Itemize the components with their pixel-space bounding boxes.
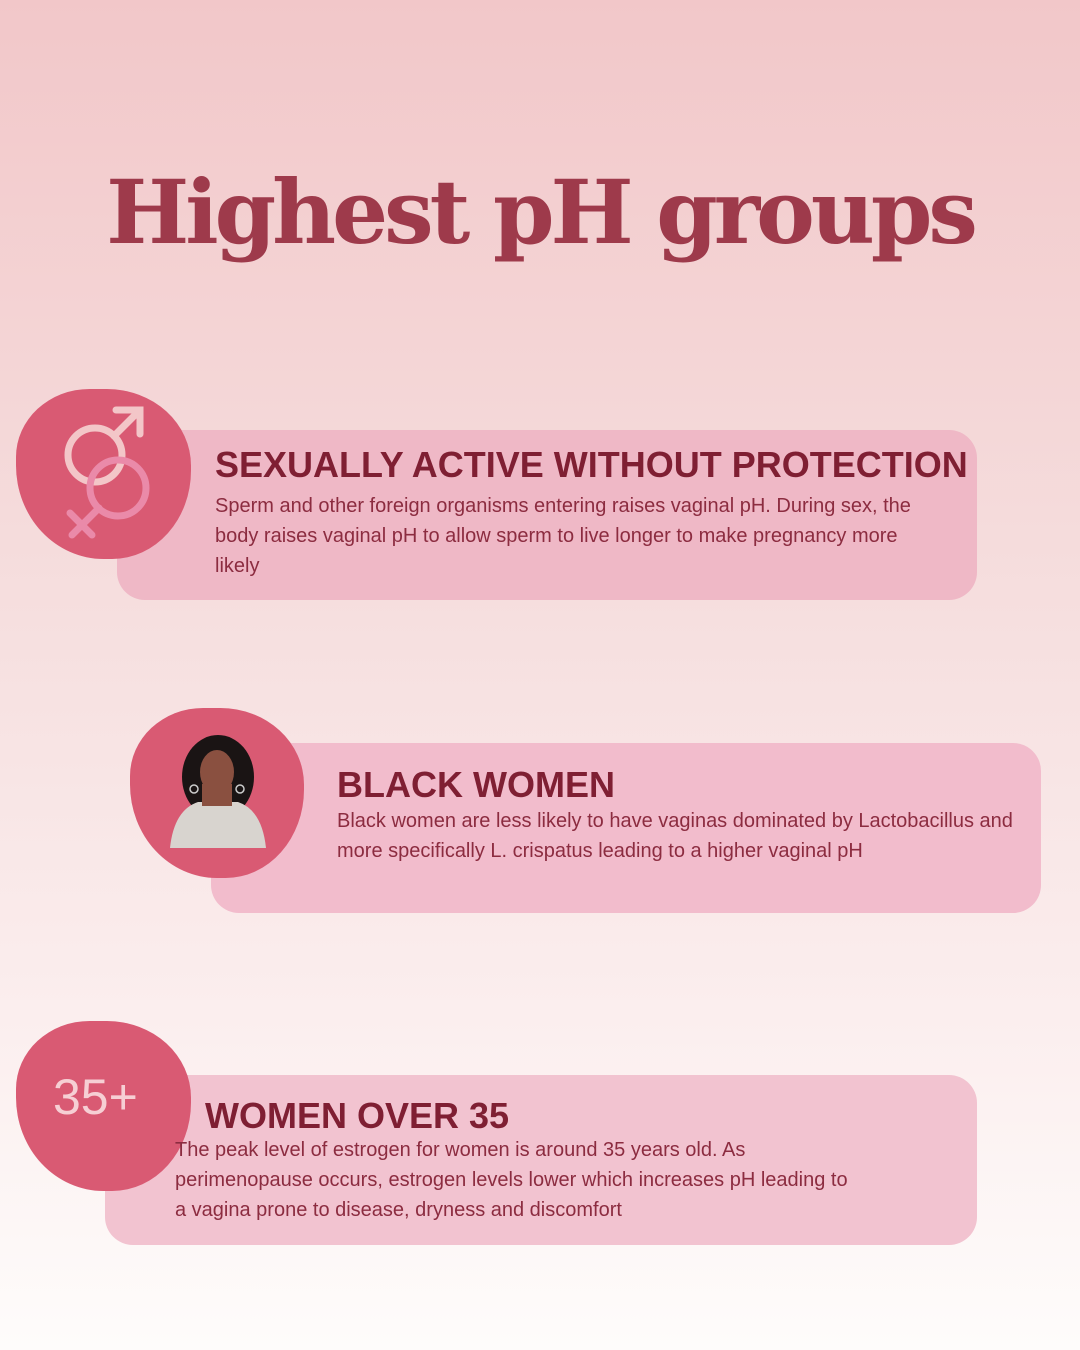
card-sexually-active	[117, 430, 977, 600]
item-body: Sperm and other foreign organisms enteri…	[215, 495, 911, 577]
icon-blob	[16, 389, 191, 559]
item-body: The peak level of estrogen for women is …	[175, 1139, 848, 1221]
card-women-over-35	[105, 1075, 977, 1245]
item-body: Black women are less likely to have vagi…	[337, 810, 1013, 862]
icon-blob	[16, 1021, 191, 1191]
card-black-women	[211, 743, 1041, 913]
age-badge: 35+	[53, 1069, 138, 1125]
item-heading: WOMEN OVER 35	[205, 1095, 510, 1136]
black-woman-illustration-icon	[170, 735, 266, 848]
item-heading: BLACK WOMEN	[337, 764, 615, 805]
male-female-symbol-icon	[64, 406, 150, 539]
page-title: Highest pH groups	[106, 160, 978, 264]
item-heading: SEXUALLY ACTIVE WITHOUT PROTECTION	[215, 444, 968, 485]
